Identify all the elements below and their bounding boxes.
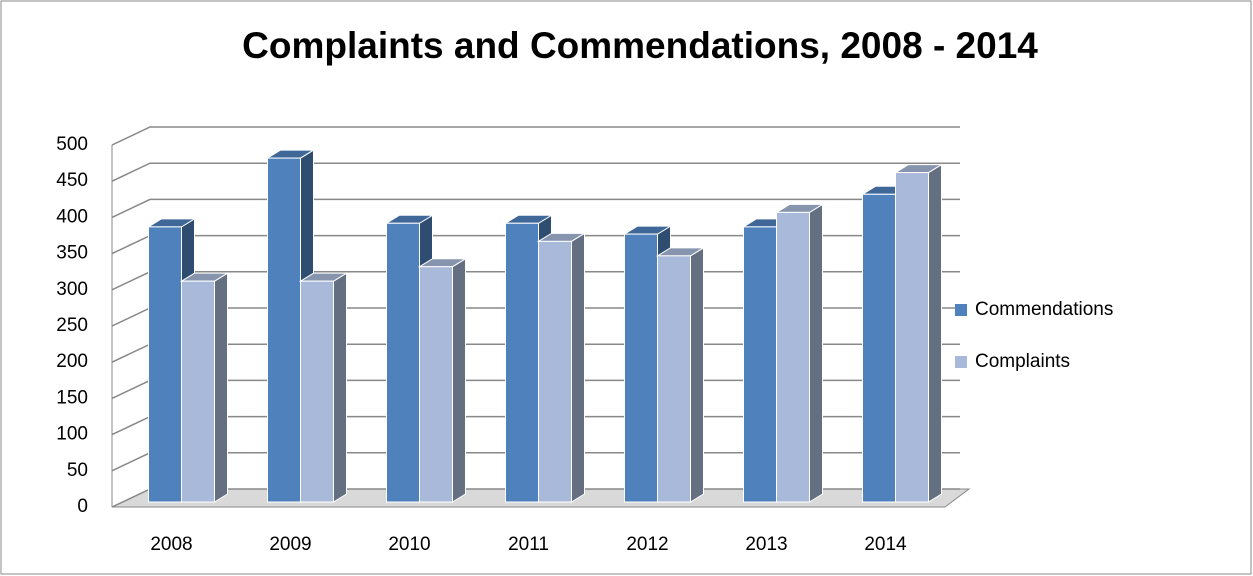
legend-swatch <box>955 304 967 316</box>
bar-side <box>571 232 585 503</box>
bar-side <box>333 272 347 503</box>
bar-side <box>928 163 942 503</box>
bar <box>895 172 929 503</box>
y-tick-label: 500 <box>56 134 88 155</box>
x-tick-label: 2013 <box>745 534 787 555</box>
bar <box>505 222 539 503</box>
bar <box>657 255 691 503</box>
x-tick-label: 2011 <box>508 534 549 555</box>
x-tick-label: 2009 <box>269 534 311 555</box>
grid-line <box>111 162 960 182</box>
bar <box>538 240 572 503</box>
x-tick-label: 2014 <box>864 534 907 555</box>
x-tick-label: 2012 <box>626 534 668 555</box>
bar <box>386 222 420 503</box>
x-tick-label: 2008 <box>150 534 192 555</box>
y-tick-label: 100 <box>56 424 88 445</box>
bar <box>148 226 182 503</box>
bar <box>267 157 301 503</box>
bar-side <box>214 272 228 503</box>
bar-side <box>452 257 466 503</box>
bar <box>419 266 453 503</box>
y-tick-label: 0 <box>77 496 88 517</box>
bar <box>300 280 334 503</box>
bar-side <box>809 203 823 503</box>
legend-label: Commendations <box>975 299 1113 320</box>
grid-line <box>111 126 960 146</box>
chart-title: Complaints and Commendations, 2008 - 201… <box>242 25 1038 66</box>
y-tick-label: 350 <box>56 243 88 264</box>
bar <box>862 193 896 503</box>
bar <box>624 233 658 503</box>
y-tick-label: 450 <box>56 170 88 191</box>
bar <box>776 211 810 503</box>
y-tick-label: 50 <box>67 460 88 481</box>
y-tick-label: 400 <box>56 206 88 227</box>
x-tick-label: 2010 <box>388 534 430 555</box>
y-tick-label: 300 <box>56 279 88 300</box>
bar <box>743 226 777 503</box>
y-tick-label: 200 <box>56 351 88 372</box>
y-tick-label: 250 <box>56 315 88 336</box>
legend-label: Complaints <box>975 351 1070 372</box>
legend-swatch <box>955 356 967 368</box>
bar-side <box>690 246 704 503</box>
bar <box>181 280 215 503</box>
grid-line <box>111 198 960 219</box>
y-tick-label: 150 <box>56 387 88 408</box>
